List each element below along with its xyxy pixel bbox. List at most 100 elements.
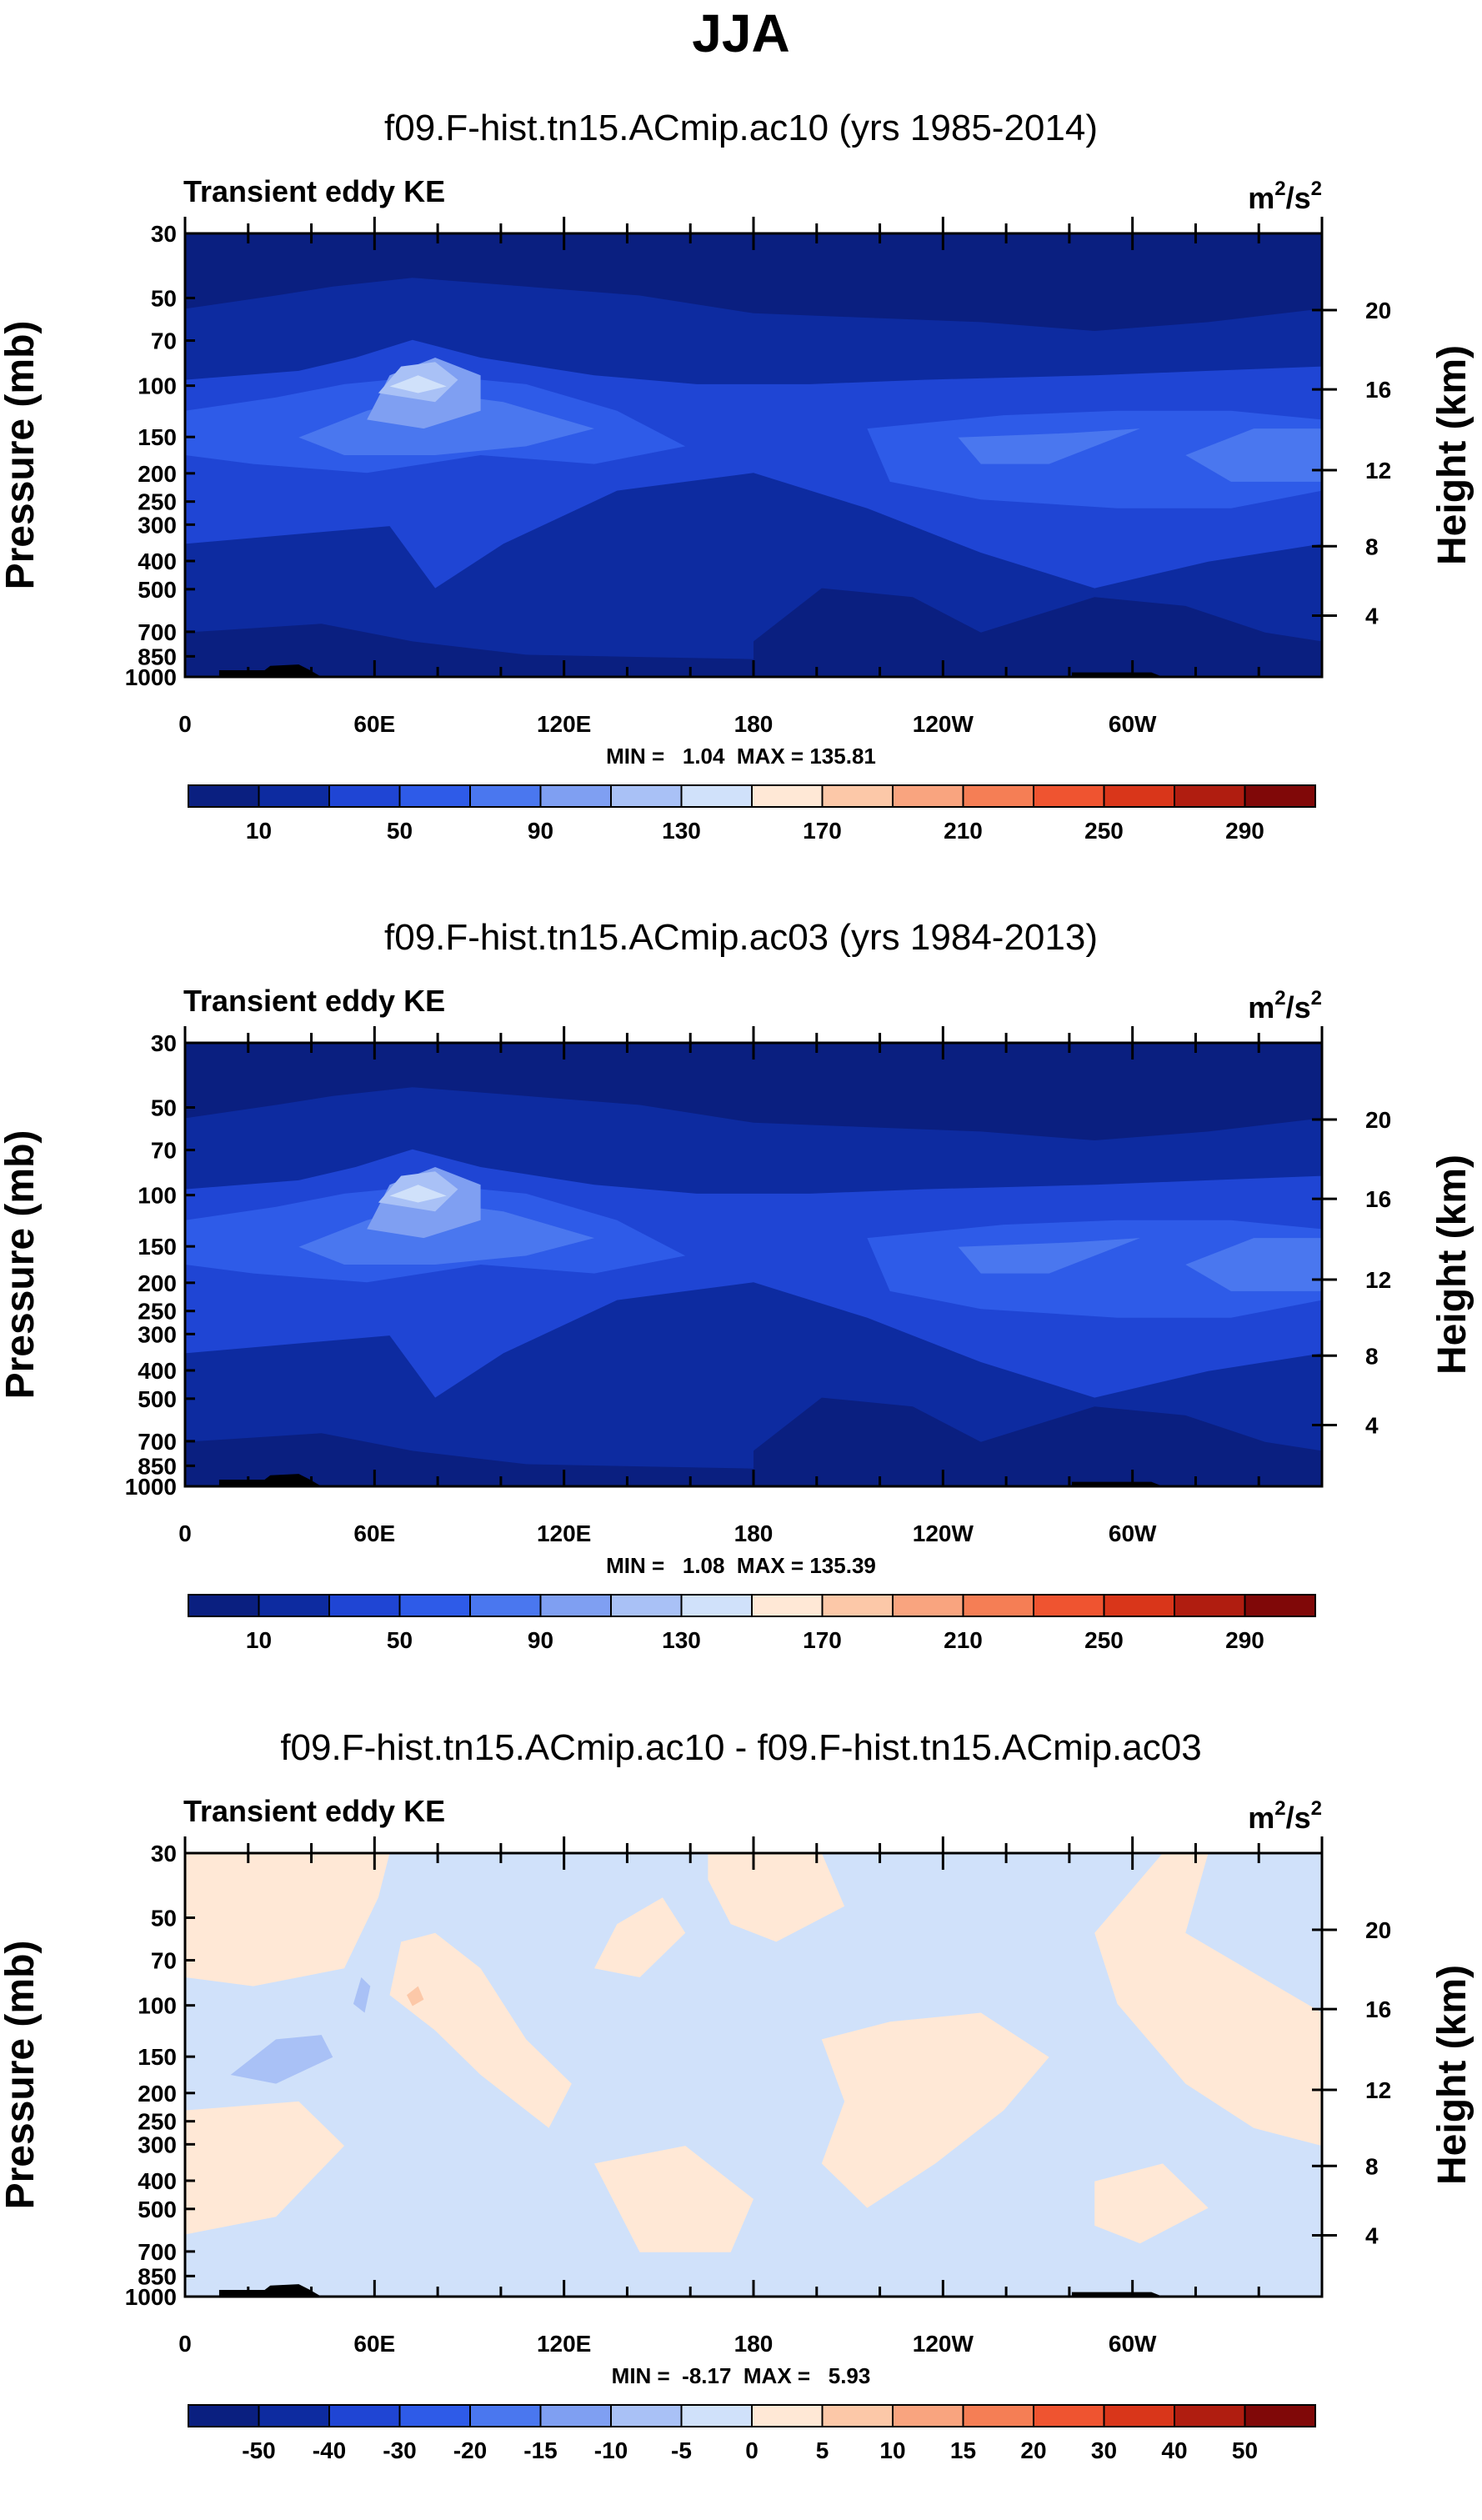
colorbar-box [962,2404,1034,2427]
units-mid: /s [1286,1801,1311,1835]
x-tick-label: 120E [537,2331,591,2357]
y-tick-label: 850 [138,1453,177,1479]
colorbar-label: -50 [242,2437,275,2463]
contour-fills [185,1853,1322,2297]
topography-asia [218,1474,322,1486]
y-axis-label: Pressure (mb) [0,1130,43,1400]
colorbar-box [1103,2404,1175,2427]
colorbar-box [469,2404,542,2427]
y-right-tick-label: 16 [1365,377,1391,403]
y-right-axis-label: Height (km) [1430,1965,1474,2185]
colorbar-box [1033,784,1105,808]
colorbar-box [680,1594,753,1617]
colorbar-box [1103,784,1175,808]
contour-band-9 [1185,1238,1322,1291]
x-tick-label: 120E [537,711,591,737]
min-max-stats: MIN = 1.08 MAX = 135.39 [606,1553,876,1578]
colorbar-box [610,784,683,808]
y-axis-right: 20 16 12 8 4 [1312,298,1391,629]
x-tick-label: 120W [913,1521,974,1546]
y-right-tick-label: 20 [1365,1107,1391,1133]
colorbar-label: 170 [803,818,842,844]
y-right-tick-label: 8 [1365,1343,1379,1369]
x-tick-label: 0 [178,711,192,737]
y-axis-right: 20 16 12 8 4 [1312,1917,1391,2248]
colorbar-box [1033,2404,1105,2427]
y-tick-label: 300 [138,512,177,538]
colorbar-label: 30 [1091,2437,1117,2463]
panel-title: f09.F-hist.tn15.ACmip.ac10 - f09.F-hist.… [280,1727,1201,1768]
colorbar-box [610,1594,683,1617]
x-tick-label: 60E [353,1521,395,1546]
y-tick-label: 500 [138,577,177,603]
y-tick-label: 1000 [125,664,177,690]
y-tick-label: 100 [138,373,177,399]
colorbar-box [398,2404,471,2427]
chart-panel-1: f09.F-hist.tn15.ACmip.ac10 (yrs 1985-201… [0,108,1474,844]
colorbar-label: -5 [671,2437,692,2463]
colorbar-label: -30 [383,2437,416,2463]
colorbar-label: 5 [816,2437,829,2463]
colorbar-box [962,1594,1034,1617]
units-mid: /s [1286,181,1311,215]
y-right-tick-label: 12 [1365,2077,1391,2103]
colorbar-box [258,784,330,808]
y-tick-label: 50 [151,1906,177,1931]
colorbar-label: -10 [594,2437,628,2463]
x-tick-label: 60W [1109,1521,1157,1546]
colorbar-box [751,2404,824,2427]
chart-panel-3: f09.F-hist.tn15.ACmip.ac10 - f09.F-hist.… [0,1727,1474,2463]
contour-band-1 [185,1853,390,1986]
y-right-tick-label: 20 [1365,298,1391,323]
y-right-tick-label: 12 [1365,1267,1391,1293]
variable-label: Transient eddy KE [183,984,445,1018]
colorbar-label: 250 [1084,1627,1124,1653]
colorbar-box [188,2404,260,2427]
colorbar-box [1033,1594,1105,1617]
y-tick-label: 400 [138,2168,177,2194]
y-tick-label: 400 [138,549,177,574]
x-tick-label: 60W [1109,2331,1157,2357]
min-max-stats: MIN = 1.04 MAX = 135.81 [606,744,876,769]
colorbar-label: 10 [246,818,272,844]
x-tick-label: 60W [1109,711,1157,737]
colorbar: 10 50 90 130 170 210 250 290 [188,784,1316,844]
colorbar-label: 40 [1161,2437,1187,2463]
y-tick-label: 150 [138,2044,177,2070]
y-tick-label: 150 [138,424,177,450]
colorbar-box [962,784,1034,808]
colorbar-box [258,1594,330,1617]
contour-band-7 [298,393,594,455]
units-superscript: 2 [1311,987,1322,1010]
y-tick-label: 500 [138,2197,177,2222]
y-tick-label: 200 [138,2081,177,2107]
colorbar-box [539,784,612,808]
y-tick-label: 500 [138,1386,177,1412]
colorbar-box [1174,784,1246,808]
contour-band-5 [594,1897,686,1977]
contour-band-9 [1094,2163,1209,2244]
contour-band-3 [1094,1853,1322,2147]
y-tick-label: 850 [138,644,177,669]
y-tick-label: 30 [151,1841,177,1866]
colorbar-box [1174,1594,1246,1617]
panel-title: f09.F-hist.tn15.ACmip.ac10 (yrs 1985-201… [384,108,1098,148]
colorbar: 10 50 90 130 170 210 250 290 [188,1594,1316,1653]
colorbar-box [680,2404,753,2427]
colorbar-label: 210 [944,818,983,844]
y-axis-right: 20 16 12 8 4 [1312,1107,1391,1438]
colorbar-label: 50 [1232,2437,1258,2463]
contour-band-4 [389,1932,572,2128]
y-tick-label: 70 [151,328,177,354]
x-tick-label: 120E [537,1521,591,1546]
colorbar-box [751,1594,824,1617]
y-tick-label: 300 [138,2132,177,2157]
y-tick-label: 50 [151,286,177,312]
contour-band-13 [367,2097,458,2164]
y-tick-label: 100 [138,1183,177,1209]
contour-band-12 [389,1185,447,1203]
contour-band-12 [407,1986,424,2006]
colorbar-box [469,784,542,808]
y-tick-label: 700 [138,1429,177,1455]
